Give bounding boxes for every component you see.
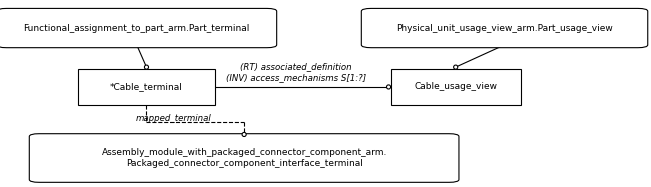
Text: Functional_assignment_to_part_arm.Part_terminal: Functional_assignment_to_part_arm.Part_t… [23, 24, 250, 33]
FancyBboxPatch shape [0, 8, 277, 48]
Ellipse shape [454, 65, 458, 69]
Text: mapped_terminal: mapped_terminal [135, 114, 211, 123]
Ellipse shape [145, 65, 148, 69]
Text: Assembly_module_with_packaged_connector_component_arm.
Packaged_connector_compon: Assembly_module_with_packaged_connector_… [102, 148, 387, 168]
Text: *Cable_terminal: *Cable_terminal [110, 82, 183, 91]
Ellipse shape [387, 85, 391, 89]
FancyBboxPatch shape [29, 134, 459, 182]
FancyBboxPatch shape [361, 8, 648, 48]
Text: (RT) associated_definition
(INV) access_mechanisms S[1:?]: (RT) associated_definition (INV) access_… [226, 62, 367, 82]
Text: Physical_unit_usage_view_arm.Part_usage_view: Physical_unit_usage_view_arm.Part_usage_… [396, 24, 613, 33]
Bar [78, 69, 215, 105]
Bar [391, 69, 521, 105]
Ellipse shape [242, 132, 246, 137]
Text: Cable_usage_view: Cable_usage_view [414, 82, 497, 91]
